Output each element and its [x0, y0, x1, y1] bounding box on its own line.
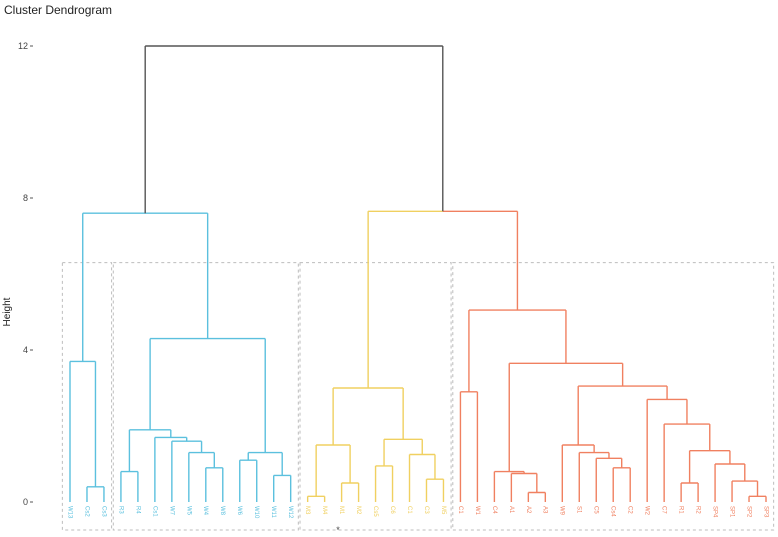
y-tick-label: 8	[23, 193, 28, 203]
leaf-label: C7	[661, 506, 667, 514]
leaf-label: R4	[134, 506, 140, 514]
leaf-label: M1	[338, 506, 344, 515]
leaf-label: W9	[559, 506, 565, 516]
cluster-box	[61, 262, 113, 531]
chart-title: Cluster Dendrogram	[4, 3, 112, 17]
cluster-box	[299, 262, 452, 531]
leaf-label: W12	[287, 506, 293, 519]
y-tick-label: 4	[23, 345, 28, 355]
y-tick-label: 0	[23, 497, 28, 507]
leaf-label: W8	[219, 506, 225, 516]
leaf-label: C4	[491, 506, 497, 514]
leaf-label: W7	[168, 506, 174, 516]
cluster-box	[112, 262, 299, 531]
leaf-label: C2	[627, 506, 633, 514]
y-tick-label: 12	[18, 41, 28, 51]
bottom-mark: *	[336, 525, 340, 535]
leaf-label: W2	[644, 506, 650, 516]
leaf-label: C5	[593, 506, 599, 514]
leaf-label: S1	[576, 506, 582, 514]
leaf-label: SP4	[711, 506, 717, 518]
y-axis-label: Height	[2, 297, 13, 326]
leaf-label: M4	[321, 506, 327, 515]
y-axis: 0 4 8 12	[18, 41, 33, 507]
leaf-label: Cs5	[372, 506, 378, 517]
leaf-labels: W13 Cs2 Cs3 R3 R4 Cs1 W7 W5 W4 W8 W6 W10 W11 W12 M3 M4 M…	[66, 506, 768, 519]
leaf-label: Cs4	[610, 506, 616, 517]
leaf-label: W1	[474, 506, 480, 516]
leaf-label: Cs2	[83, 506, 89, 517]
leaf-label: R1	[678, 506, 684, 514]
leaf-label: Cs1	[151, 506, 157, 517]
leaf-label: A1	[508, 506, 514, 514]
leaf-label: SP1	[728, 506, 734, 518]
leaf-label: C1	[406, 506, 412, 514]
leaf-label: A2	[525, 506, 531, 514]
leaf-label: C6	[389, 506, 395, 514]
cluster-boxes	[61, 262, 775, 531]
leaf-label: W4	[202, 506, 208, 516]
leaf-label: C1	[457, 506, 463, 514]
leaf-label: W11	[270, 506, 276, 519]
leaf-label: A3	[542, 506, 548, 514]
leaf-label: Cs3	[100, 506, 106, 517]
leaf-label: SP2	[745, 506, 751, 518]
dendrogram-links	[69, 45, 767, 502]
leaf-label: M5	[440, 506, 446, 515]
leaf-label: W10	[253, 506, 259, 519]
leaf-label: R2	[695, 506, 701, 514]
leaf-label: W6	[236, 506, 242, 516]
leaf-label: M2	[355, 506, 361, 515]
leaf-label: R3	[117, 506, 123, 514]
leaf-label: W5	[185, 506, 191, 516]
leaf-label: SP3	[762, 506, 768, 518]
leaf-label: M3	[304, 506, 310, 515]
leaf-label: W13	[66, 506, 72, 519]
leaf-label: C3	[423, 506, 429, 514]
